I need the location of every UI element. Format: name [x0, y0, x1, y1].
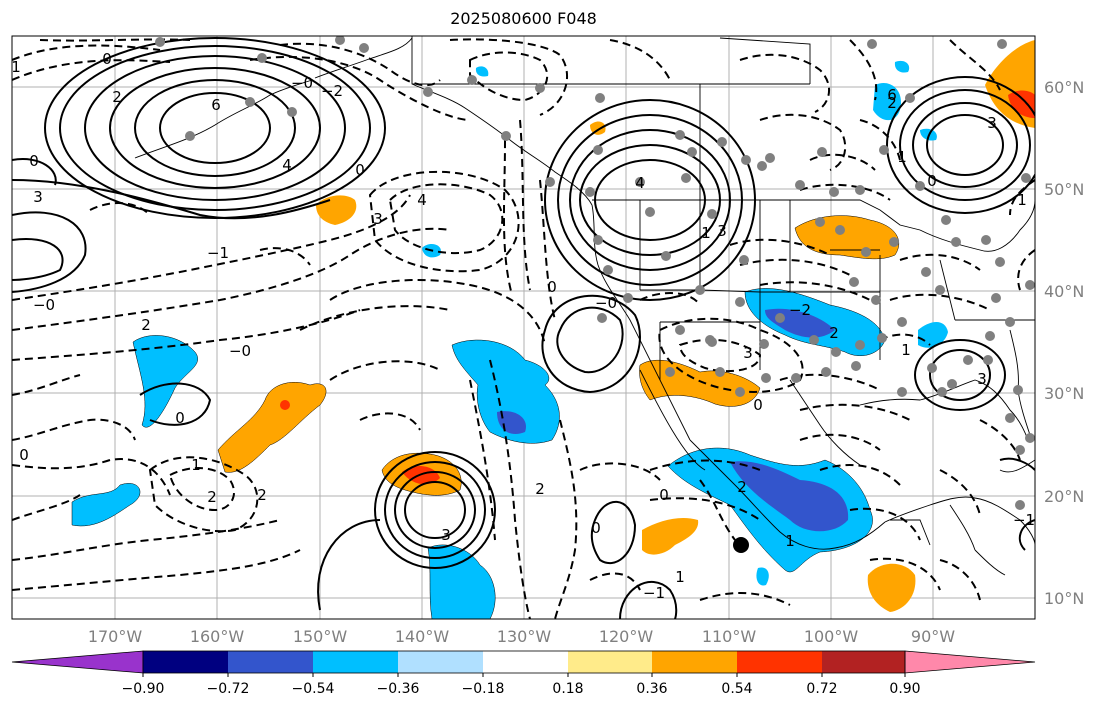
colorbar-tick-label: 0.18	[552, 681, 583, 697]
lon-label: 110°W	[702, 627, 757, 646]
colorbar-tick-label: −0.72	[207, 681, 250, 697]
contour-label: 3	[743, 344, 753, 362]
colorbar-tick-label: −0.36	[377, 681, 420, 697]
lat-label: 10°N	[1044, 589, 1084, 608]
contour-label: −1	[1013, 511, 1035, 529]
station-markers	[155, 36, 1035, 510]
contour-label: 2	[887, 94, 897, 112]
contour-label: −2	[789, 301, 811, 319]
positive-contours	[12, 37, 1035, 619]
colorbar-segment	[737, 651, 822, 673]
colorbar-tick-label: −0.54	[292, 681, 335, 697]
lon-label: 130°W	[497, 627, 552, 646]
contour-label: −1	[207, 244, 229, 262]
contour-label: 1	[191, 456, 201, 474]
colorbar-segment	[822, 651, 905, 673]
lat-label: 30°N	[1044, 384, 1084, 403]
colorbar-segment	[11, 650, 144, 674]
colorbar-tick-label: −0.18	[462, 681, 505, 697]
contour-label: 4	[282, 156, 292, 174]
contour-label: 0	[591, 519, 601, 537]
colorbar-segment	[313, 651, 398, 673]
contour-label: 2	[207, 488, 217, 506]
contour-label: 3	[441, 526, 451, 544]
colorbar-tick-label: 0.54	[721, 681, 752, 697]
map-title: 2025080600 F048	[450, 9, 597, 28]
marker-dot	[733, 537, 749, 553]
contour-label: 2	[829, 324, 839, 342]
contour-label: −0	[33, 296, 55, 314]
colorbar-segment	[228, 651, 313, 673]
contour-label: 1	[1017, 191, 1027, 209]
contour-label: 2	[141, 316, 151, 334]
contour-label: −0	[229, 342, 251, 360]
lon-label: 100°W	[804, 627, 859, 646]
colorbar-segment	[483, 651, 568, 673]
contour-label: 0	[927, 172, 937, 190]
negative-contours	[12, 38, 1035, 619]
lat-label: 40°N	[1044, 282, 1084, 301]
contour-label: −1	[643, 584, 665, 602]
colorbar-tick-label: 0.72	[806, 681, 837, 697]
colorbar-tick-label: −0.90	[122, 681, 165, 697]
coastlines	[134, 36, 1035, 576]
contour-label: 1	[675, 568, 685, 586]
lon-label: 160°W	[190, 627, 245, 646]
contour-label: 6	[887, 86, 897, 104]
longitude-axis: 170°W 160°W 150°W 140°W 130°W 120°W 110°…	[88, 627, 955, 646]
contour-label: 2	[737, 478, 747, 496]
contour-label: −0	[595, 294, 617, 312]
lon-label: 170°W	[88, 627, 143, 646]
lon-label: 140°W	[395, 627, 450, 646]
contour-label: −0	[291, 74, 313, 92]
lat-label: 20°N	[1044, 487, 1084, 506]
colorbar-segment	[398, 651, 483, 673]
colorbar-tick-label: 0.36	[636, 681, 667, 697]
contour-label: 1	[701, 224, 711, 242]
contour-label: 4	[635, 174, 645, 192]
colorbar-segment	[652, 651, 737, 673]
contour-label: 0	[659, 486, 669, 504]
colorbar: −0.90 −0.72 −0.54 −0.36 −0.18 0.18 0.36 0.54 0.7…	[11, 650, 1036, 697]
contour-label: 0	[175, 409, 185, 427]
contour-label: 0	[102, 50, 112, 68]
latitude-axis: 60°N 50°N 40°N 30°N 20°N 10°N	[1044, 78, 1084, 608]
contour-label: 1	[785, 532, 795, 550]
contour-label: 1	[897, 148, 907, 166]
contour-label: 3	[977, 370, 987, 388]
contour-label: 0	[547, 278, 557, 296]
contour-label: 2	[535, 480, 545, 498]
contour-label: 3	[373, 210, 383, 228]
anomaly-shading	[71, 40, 1035, 619]
contour-label: 0	[29, 152, 39, 170]
lat-label: 50°N	[1044, 180, 1084, 199]
colorbar-segment	[143, 651, 228, 673]
colorbar-segment	[904, 650, 1036, 674]
contour-label: 1	[11, 58, 21, 76]
lon-label: 150°W	[293, 627, 348, 646]
lat-label: 60°N	[1044, 78, 1084, 97]
contour-label: 2	[112, 88, 122, 106]
contour-label: 0	[19, 446, 29, 464]
contour-label: 3	[987, 114, 997, 132]
lon-label: 120°W	[599, 627, 654, 646]
contour-label: 0	[753, 396, 763, 414]
contour-label: 3	[717, 222, 727, 240]
contour-label: 6	[211, 96, 221, 114]
contour-label: 1	[901, 341, 911, 359]
contour-label: 4	[417, 191, 427, 209]
colorbar-tick-label: 0.90	[889, 681, 920, 697]
lon-label: 90°W	[911, 627, 955, 646]
contour-label: 2	[257, 486, 267, 504]
contour-label: 0	[355, 161, 365, 179]
colorbar-segment	[568, 651, 652, 673]
contour-label: −2	[321, 82, 343, 100]
contour-label: 3	[33, 188, 43, 206]
plot-frame	[11, 35, 1036, 620]
